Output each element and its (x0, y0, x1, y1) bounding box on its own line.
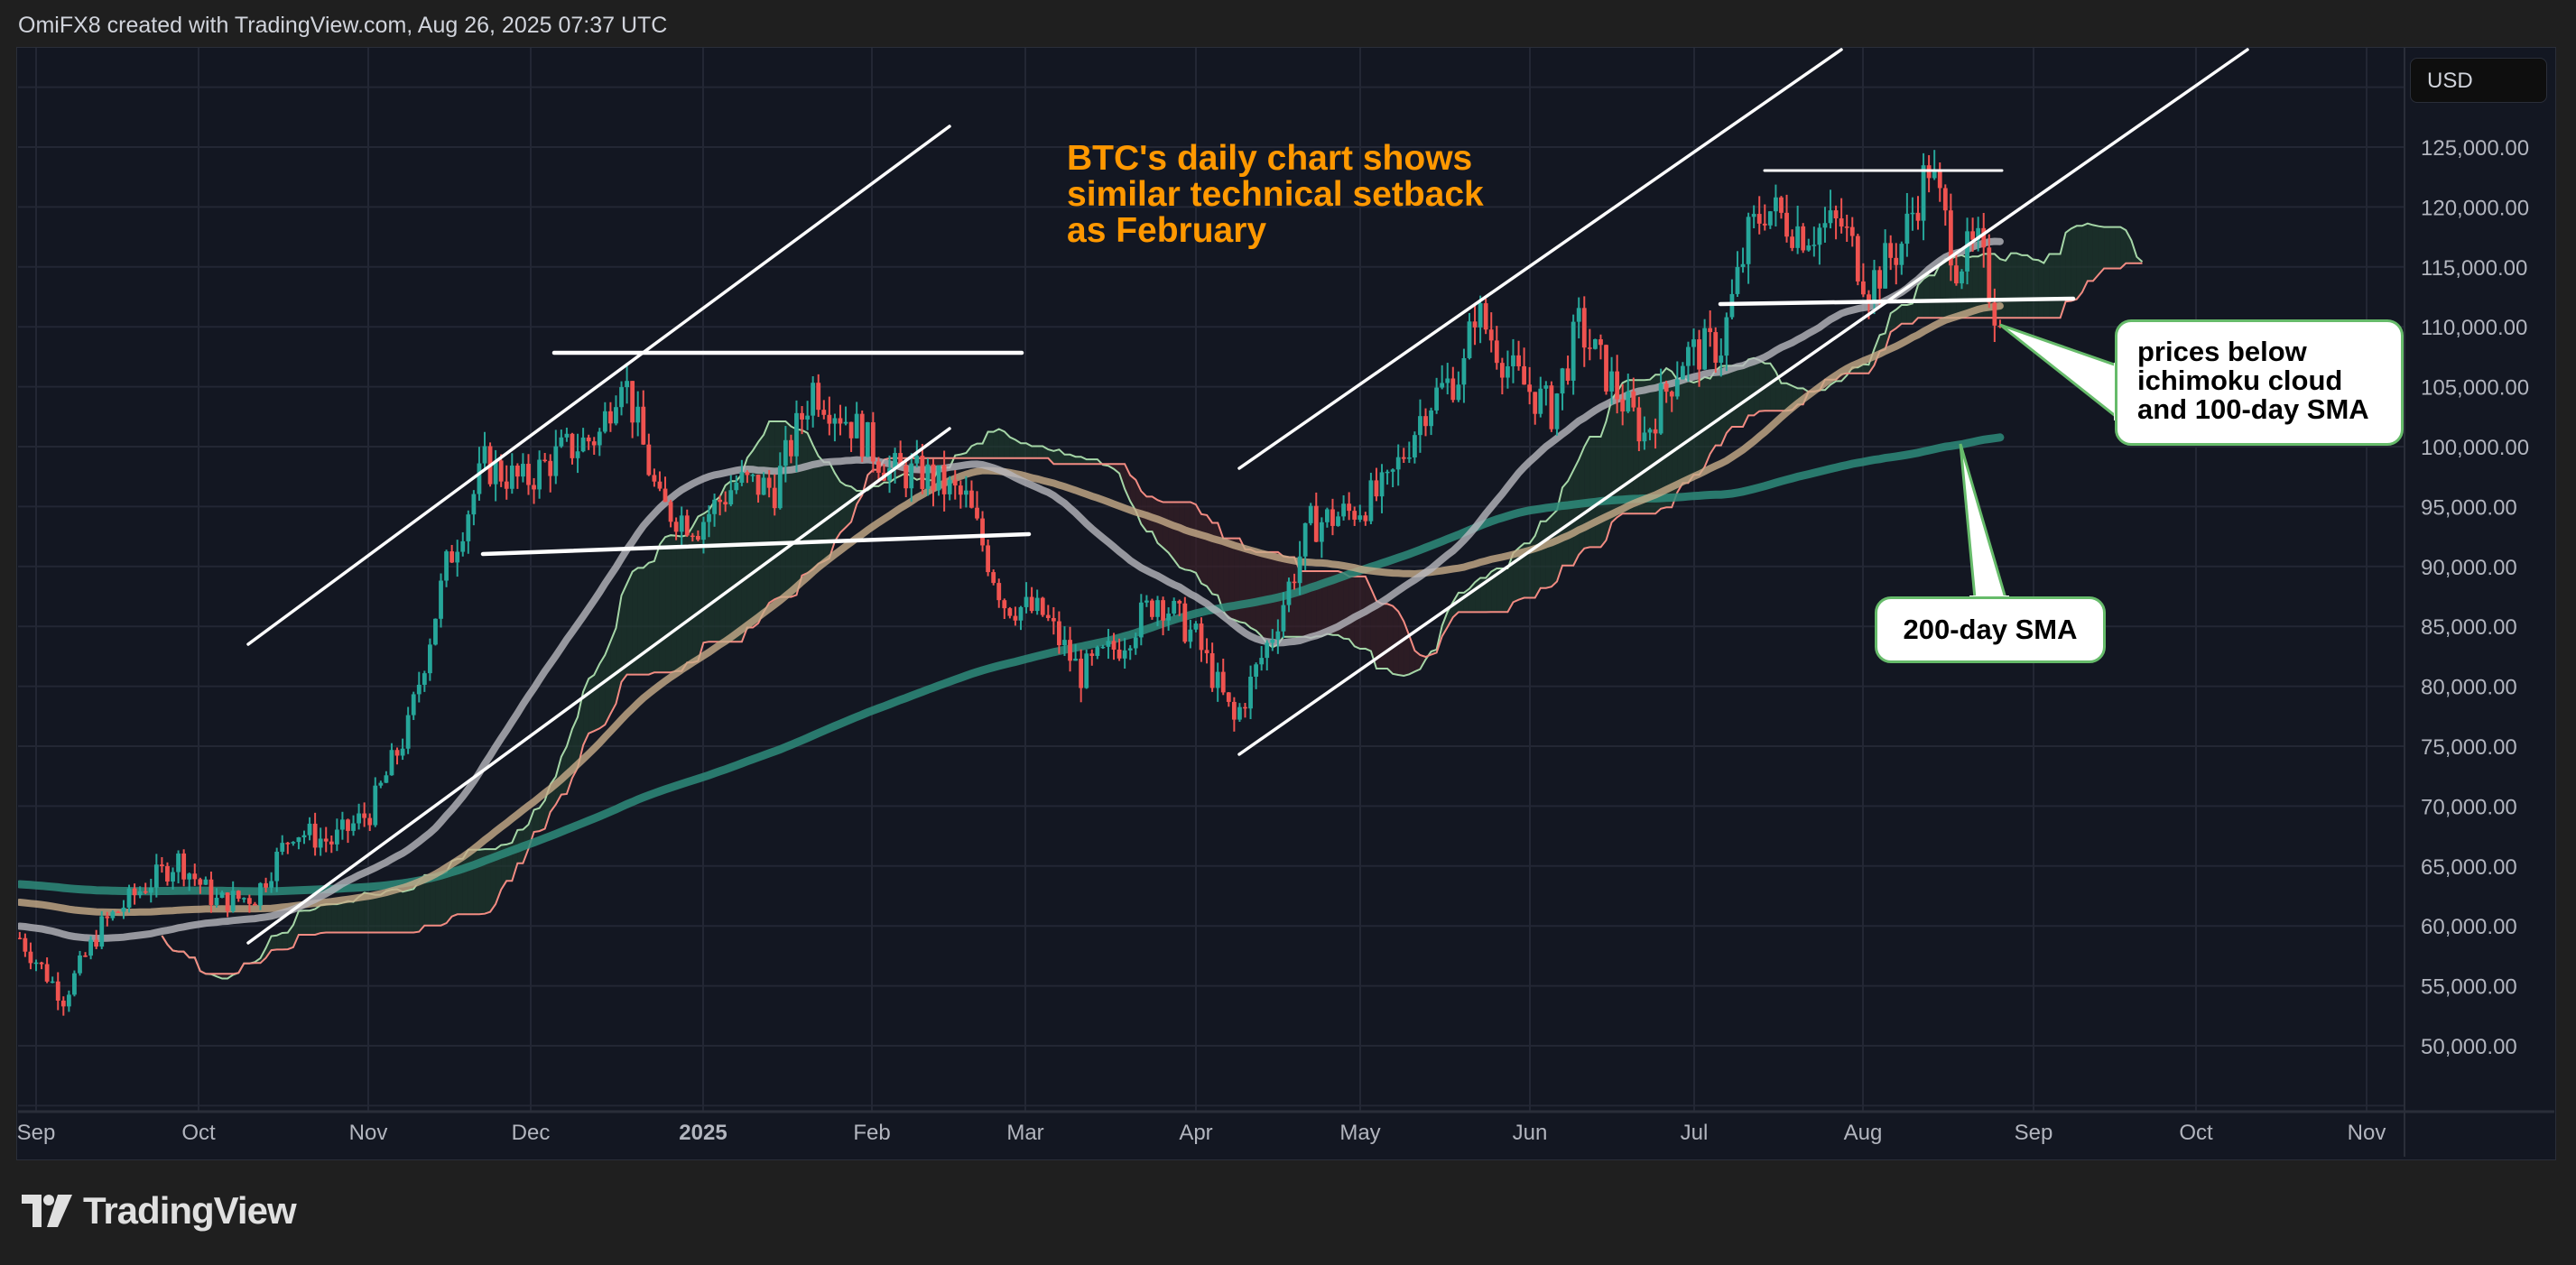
tradingview-logo-icon (22, 1195, 72, 1227)
trendline[interactable] (1718, 296, 2076, 307)
time-tick: Feb (853, 1121, 890, 1145)
trendline[interactable] (480, 531, 1032, 557)
sma200-callout-pointer (1959, 443, 2008, 600)
time-tick: Jul (1681, 1121, 1709, 1145)
time-tick: Dec (512, 1121, 551, 1145)
price-tick: 50,000.00 (2421, 1035, 2517, 1059)
time-tick: Oct (181, 1121, 216, 1145)
time-tick: Aug (1844, 1121, 1883, 1145)
moving-averages (18, 237, 2005, 943)
time-tick: Jun (1513, 1121, 1548, 1145)
chart-annotation: BTC's daily chart shows similar technica… (1067, 141, 1484, 249)
price-tick: 85,000.00 (2421, 615, 2517, 640)
trendline[interactable] (1237, 48, 2249, 756)
sma-50-line (18, 237, 2004, 943)
price-tick: 90,000.00 (2421, 556, 2517, 580)
time-tick: Sep (2015, 1121, 2053, 1145)
annotation-line-3: as February (1067, 211, 1267, 250)
price-tick: 60,000.00 (2421, 915, 2517, 939)
callout-line-1: prices below (2137, 336, 2307, 367)
time-tick: 2025 (679, 1121, 727, 1145)
time-tick: Oct (2179, 1121, 2213, 1145)
tradingview-logo[interactable]: TradingView (22, 1189, 297, 1233)
time-tick: Nov (349, 1121, 388, 1145)
annotation-line-2: similar technical setback (1067, 175, 1484, 214)
ichimoku-callout: prices below ichimoku cloud and 100-day … (2115, 319, 2404, 446)
attribution-header: OmiFX8 created with TradingView.com, Aug… (18, 13, 668, 38)
price-tick: 70,000.00 (2421, 795, 2517, 819)
price-tick: 65,000.00 (2421, 855, 2517, 880)
price-tick: 115,000.00 (2421, 256, 2527, 281)
annotation-line-1: BTC's daily chart shows (1067, 139, 1473, 178)
time-tick: Sep (17, 1121, 56, 1145)
price-tick: 55,000.00 (2421, 975, 2517, 1000)
time-tick: Apr (1179, 1121, 1212, 1145)
trendline[interactable] (246, 125, 951, 646)
price-tick: 80,000.00 (2421, 676, 2517, 700)
callout-pointers (1959, 323, 2119, 601)
price-tick: 110,000.00 (2421, 316, 2527, 340)
ichimoku-callout-pointer (1999, 323, 2118, 420)
price-tick: 95,000.00 (2421, 495, 2517, 520)
currency-button[interactable]: USD (2410, 58, 2547, 103)
price-candles (18, 150, 2003, 1016)
sma200-callout-label: 200-day SMA (1903, 614, 2078, 645)
callout-line-3: and 100-day SMA (2137, 393, 2369, 425)
price-tick: 75,000.00 (2421, 735, 2517, 760)
price-tick: 105,000.00 (2421, 376, 2529, 401)
price-tick: 100,000.00 (2421, 436, 2529, 460)
brand-name: TradingView (83, 1189, 297, 1232)
time-tick: May (1339, 1121, 1380, 1145)
price-tick: 120,000.00 (2421, 196, 2529, 220)
sma-200-line (18, 433, 2005, 896)
callout-line-2: ichimoku cloud (2137, 365, 2343, 396)
time-tick: Mar (1006, 1121, 1043, 1145)
price-tick: 125,000.00 (2421, 136, 2529, 161)
price-axis[interactable]: 125,000.00 120,000.00 115,000.00 110,000.00… (2421, 136, 2529, 1059)
time-axis[interactable]: Sep Oct Nov Dec 2025 Feb Mar Apr May Jun Jul Aug Sep… (17, 1121, 2386, 1145)
time-tick: Nov (2348, 1121, 2386, 1145)
sma200-callout: 200-day SMA (1875, 596, 2106, 663)
trend-drawings[interactable] (246, 48, 2249, 945)
trendline[interactable] (246, 427, 951, 945)
trendline[interactable] (1237, 48, 1843, 470)
